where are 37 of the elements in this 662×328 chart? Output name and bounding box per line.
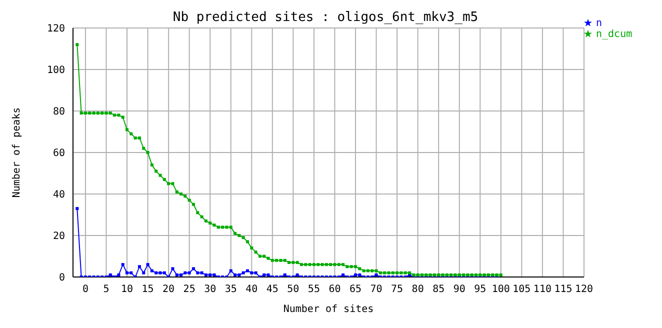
x-tick-label: 55: [308, 284, 320, 296]
x-tick-label: 95: [474, 284, 486, 296]
y-tick-label: 40: [52, 190, 65, 201]
x-tick-label: 90: [453, 284, 466, 296]
x-tick-label: 25: [183, 284, 196, 296]
y-tick-label: 80: [52, 106, 65, 118]
x-tick-label: 80: [412, 284, 424, 296]
y-tick-label: 100: [46, 65, 65, 76]
x-tick-label: 120: [574, 284, 594, 296]
y-tick-label: 60: [52, 148, 65, 160]
x-tick-label: 110: [533, 284, 552, 296]
x-tick-label: 60: [328, 284, 341, 296]
x-tick-label: 70: [370, 284, 382, 296]
x-tick-label: 35: [224, 284, 237, 296]
x-tick-label: 5: [103, 284, 110, 296]
x-tick-label: 105: [512, 284, 531, 296]
x-axis-title: Number of sites: [283, 304, 374, 315]
y-tick-label: 20: [52, 231, 65, 242]
x-tick-label: 75: [391, 284, 404, 296]
x-tick-label: 20: [162, 284, 175, 296]
y-axis-title: Number of peaks: [12, 107, 23, 198]
x-tick-label: 85: [432, 284, 445, 296]
x-tick-label: 30: [204, 284, 216, 296]
y-tick-label: 120: [46, 24, 65, 35]
x-tick-label: 0: [82, 284, 88, 296]
x-tick-label: 115: [554, 284, 572, 296]
chart-title: Nb predicted sites : oligos_6nt_mkv3_m5: [172, 10, 480, 25]
x-tick-label: 40: [246, 284, 258, 296]
x-tick-label: 100: [492, 284, 510, 296]
x-tick-label: 10: [120, 284, 134, 296]
x-tick-label: 45: [266, 284, 278, 296]
legend-label: n_dcum: [596, 29, 632, 40]
legend-label: n: [596, 18, 602, 29]
y-tick-label: 0: [58, 272, 65, 284]
x-tick-label: 15: [142, 284, 154, 296]
x-tick-label: 65: [349, 284, 362, 296]
x-tick-label: 50: [287, 284, 300, 296]
